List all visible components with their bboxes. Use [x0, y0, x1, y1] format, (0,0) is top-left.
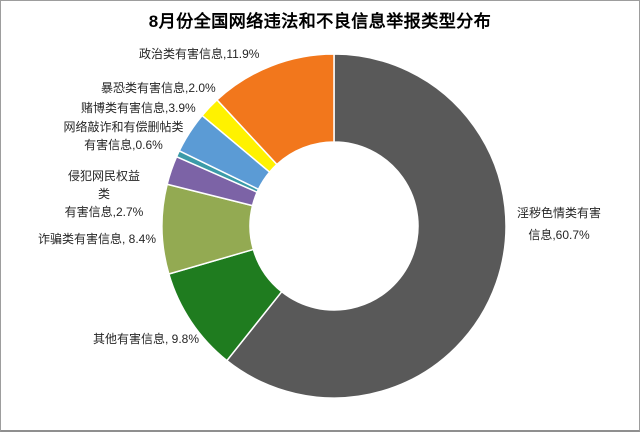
- label-extortion-paid-deletion: 网络敲诈和有偿删帖类 有害信息,0.6%: [62, 118, 185, 154]
- label-other-harmful: 其他有害信息, 9.8%: [93, 332, 199, 346]
- label-political: 政治类有害信息,11.9%: [139, 47, 259, 61]
- chart-title: 8月份全国网络违法和不良信息举报类型分布: [148, 12, 492, 31]
- label-fraud: 诈骗类有害信息, 8.4%: [38, 232, 156, 246]
- label-gambling-text: 赌博类有害信息,3.9%: [81, 101, 196, 115]
- label-obscene-porn-line1: 淫秽色情类有害: [516, 206, 601, 220]
- label-political-text: 政治类有害信息,11.9%: [139, 47, 260, 61]
- pie-slice-7: [216, 53, 335, 166]
- label-fraud-text: 诈骗类有害信息, 8.4%: [38, 232, 157, 246]
- label-obscene-porn: 淫秽色情类有害 信息,60.7%: [504, 202, 614, 246]
- label-violent-terror: 暴恐类有害信息,2.0%: [101, 81, 216, 95]
- label-other-harmful-text: 其他有害信息, 9.8%: [93, 332, 200, 346]
- label-gambling: 赌博类有害信息,3.9%: [81, 101, 196, 115]
- label-obscene-porn-line2: 信息,60.7%: [528, 228, 590, 242]
- label-extortion-line2: 有害信息,0.6%: [84, 138, 163, 152]
- label-extortion-line1: 网络敲诈和有偿删帖类: [63, 120, 184, 134]
- pie-slice-0: [226, 53, 507, 399]
- label-rights-line2: 有害信息,2.7%: [64, 205, 144, 219]
- label-rights-infringement: 侵犯网民权益类 有害信息,2.7%: [64, 167, 144, 221]
- label-rights-line1: 侵犯网民权益类: [67, 169, 140, 201]
- label-violent-terror-text: 暴恐类有害信息,2.0%: [101, 81, 216, 95]
